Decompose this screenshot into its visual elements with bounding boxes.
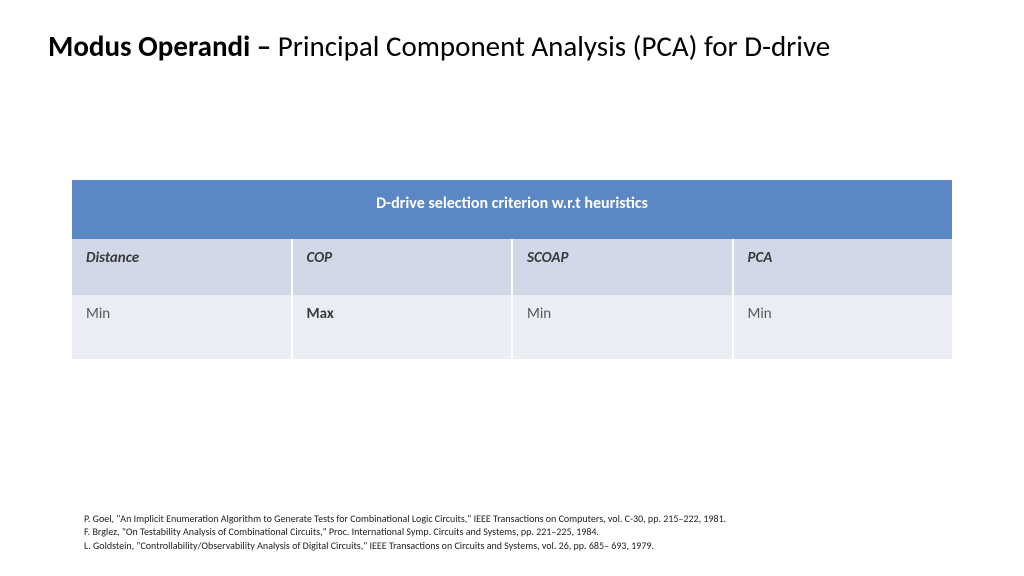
- col-header: COP: [293, 239, 514, 295]
- col-header: SCOAP: [513, 239, 734, 295]
- col-header: PCA: [734, 239, 953, 295]
- title-bold: Modus Operandi –: [48, 28, 278, 64]
- col-header: Distance: [72, 239, 293, 295]
- references-block: P. Goel, "An Implicit Enumeration Algori…: [84, 512, 984, 553]
- table-cell: Max: [293, 295, 514, 359]
- reference-line: L. Goldstein, "Controllability/Observabi…: [84, 539, 984, 553]
- table-data-row: Min Max Min Min: [72, 295, 952, 359]
- table-cell: Min: [72, 295, 293, 359]
- table-cell: Min: [513, 295, 734, 359]
- reference-line: P. Goel, "An Implicit Enumeration Algori…: [84, 512, 984, 526]
- table-caption: D-drive selection criterion w.r.t heuris…: [72, 180, 952, 239]
- reference-line: F. Brglez, "On Testability Analysis of C…: [84, 525, 984, 539]
- table-cell: Min: [734, 295, 953, 359]
- table-header-row: Distance COP SCOAP PCA: [72, 239, 952, 295]
- slide-title: Modus Operandi – Principal Component Ana…: [48, 28, 984, 64]
- title-rest: Principal Component Analysis (PCA) for D…: [278, 28, 830, 64]
- criterion-table: D-drive selection criterion w.r.t heuris…: [72, 180, 952, 359]
